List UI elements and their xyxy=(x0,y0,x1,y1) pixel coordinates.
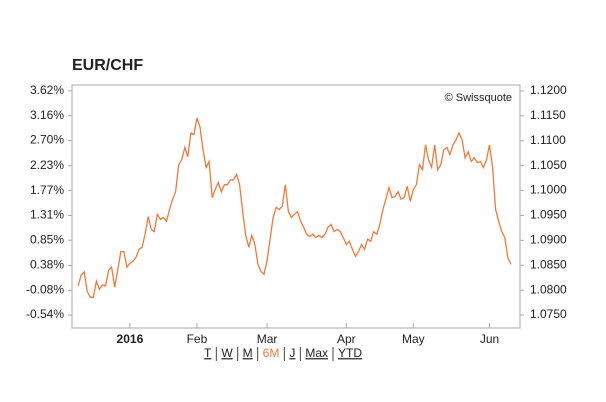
y-tick-label: -0.54% xyxy=(26,307,64,321)
range-button[interactable]: YTD xyxy=(338,346,362,360)
source-credit: © Swissquote xyxy=(445,92,512,104)
y2-tick-label: 1.0850 xyxy=(530,257,567,271)
y-tick-label: 0.85% xyxy=(30,232,64,246)
price-line xyxy=(77,117,512,298)
y-tick-label: 1.31% xyxy=(30,208,64,222)
y2-tick-label: 1.0950 xyxy=(530,208,567,222)
y2-tick-label: 1.0800 xyxy=(530,282,567,296)
y2-tick-label: 1.1100 xyxy=(530,133,566,147)
y2-tick-label: 1.1150 xyxy=(530,108,566,122)
y-tick-label: 0.38% xyxy=(30,258,64,272)
range-button[interactable]: W xyxy=(221,346,233,360)
y2-tick-label: 1.1000 xyxy=(530,183,567,197)
range-button[interactable]: M xyxy=(243,346,253,360)
chart-title: EUR/CHF xyxy=(72,57,143,74)
x-tick-label: Mar xyxy=(257,332,278,346)
y-tick-label: 3.16% xyxy=(30,108,64,122)
y2-tick-label: 1.0900 xyxy=(530,233,567,247)
y-tick-label: 1.77% xyxy=(30,183,64,197)
x-tick-label: Apr xyxy=(337,332,356,346)
range-button[interactable]: 6M xyxy=(263,346,280,360)
y-tick-label: 2.70% xyxy=(30,133,64,147)
range-button[interactable]: J xyxy=(289,346,295,360)
plot-frame xyxy=(71,84,521,329)
y2-tick-label: 1.1050 xyxy=(530,158,567,172)
y2-tick-label: 1.0750 xyxy=(530,307,567,321)
y-tick-label: 2.23% xyxy=(30,158,64,172)
y-tick-label: -0.08% xyxy=(26,282,64,296)
range-button[interactable]: T xyxy=(204,346,212,360)
x-tick-label: Jun xyxy=(480,332,499,346)
range-button[interactable]: Max xyxy=(305,346,328,360)
x-tick-label: 2016 xyxy=(117,332,144,346)
x-tick-label: May xyxy=(402,332,425,346)
y2-tick-label: 1.1200 xyxy=(530,83,567,97)
y-tick-label: 3.62% xyxy=(30,83,64,97)
x-tick-label: Feb xyxy=(187,332,208,346)
